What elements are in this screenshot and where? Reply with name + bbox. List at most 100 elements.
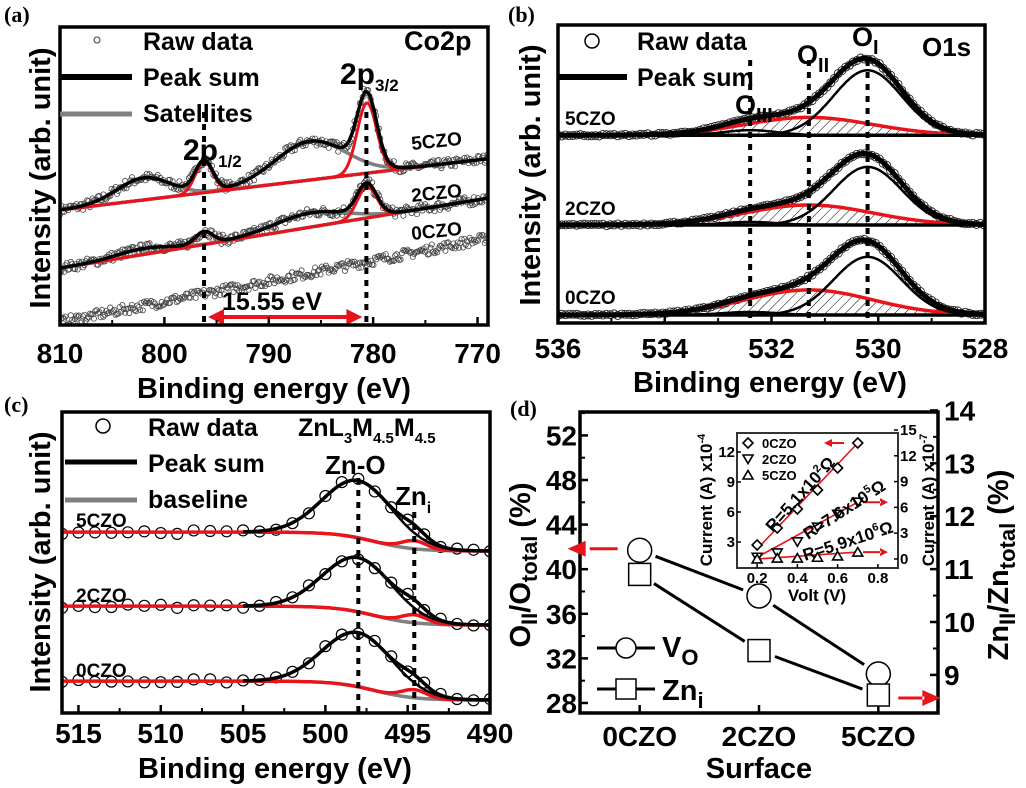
series-label-0czo-c: 0CZO [76, 661, 127, 682]
ylabel-right-d: ZnII/Zntotal (%) [983, 470, 1020, 661]
peak-sum-5CZO [60, 89, 488, 212]
inset-x-tick-label: 0.6 [827, 570, 848, 587]
panel-b-labels: Raw data Peak sum O1s OI OII OIII 5CZO 2… [515, 22, 971, 399]
y-right-tick-label: 12 [944, 501, 975, 532]
inset-point-2czo [851, 497, 865, 509]
splitting-label: 15.55 eV [222, 288, 322, 316]
series-line-vo [772, 603, 865, 666]
raw-point [472, 238, 479, 245]
label-oii: OII [797, 40, 829, 77]
raw-point [191, 288, 198, 295]
raw-point [289, 269, 296, 276]
raw-point [385, 576, 398, 589]
inset-y-right-tick-label: 6 [900, 499, 908, 516]
raw-point [434, 249, 441, 256]
raw-point [287, 278, 294, 285]
peak-sum-0CZO [243, 630, 490, 702]
raw-point [441, 240, 448, 247]
peak-sum-5CZO [243, 478, 490, 553]
right-axis-arrow [898, 690, 941, 707]
inset-fit-line-0czo [756, 442, 859, 550]
raw-point [283, 277, 290, 284]
legend-peak-sum: Peak sum [637, 64, 754, 92]
raw-point [132, 308, 139, 315]
panel-a-labels: Raw data Peak sum Satellites Co2p 2p3/2 … [25, 26, 472, 405]
inset-y-right-tick-label: 15 [900, 422, 917, 439]
raw-point [386, 258, 393, 265]
raw-point [298, 267, 305, 274]
label-2p12: 2p1/2 [183, 134, 242, 171]
raw-point [244, 283, 251, 290]
y-right-tick-label: 11 [944, 554, 974, 585]
inset-point-5czo [770, 552, 784, 563]
o-ii-hatched-area-0CZO [558, 289, 985, 315]
raw-point [348, 258, 355, 265]
y-left-tick-label: 28 [546, 688, 577, 719]
raw-point [218, 286, 225, 293]
raw-point [394, 255, 401, 262]
label-auger: ZnL3M4.5M4.5 [298, 414, 436, 447]
legend-raw-data: Raw data [148, 414, 259, 442]
legend-zni: Zni [662, 675, 704, 713]
raw-point [276, 276, 283, 283]
inset-point-2czo [790, 536, 804, 548]
panel-b-frame [556, 23, 987, 325]
x-tick-label: 490 [467, 718, 514, 749]
raw-point [252, 284, 259, 291]
x-tick-label: 505 [220, 718, 267, 749]
inset-left-arrow [824, 439, 844, 447]
raw-point [162, 299, 169, 306]
raw-point [248, 282, 255, 289]
raw-point [286, 517, 299, 530]
raw-point [457, 239, 464, 246]
x-tick-label: 790 [245, 338, 292, 369]
raw-point [428, 241, 435, 248]
legend-satellites: Satellites [143, 100, 253, 128]
raw-point [477, 233, 484, 240]
inset-legend-marker [741, 436, 755, 450]
raw-point [465, 243, 472, 250]
raw-point [339, 260, 346, 267]
raw-point [379, 252, 386, 259]
raw-point [245, 286, 252, 293]
ylabel-a: Intensity (arb. unit) [25, 48, 57, 309]
raw-point [366, 261, 373, 268]
raw-point [142, 300, 149, 307]
left-axis-arrow [567, 540, 618, 557]
inset-ylabel-left: Current (A) x10-4 [696, 433, 716, 566]
x-tick-label: 770 [454, 338, 501, 369]
raw-point [77, 319, 84, 325]
raw-point [370, 262, 377, 269]
y-left-tick-label: 32 [546, 643, 577, 674]
x-tick-label: 530 [855, 333, 902, 364]
peak-sum-0CZO [558, 237, 985, 318]
inset-frame [736, 432, 899, 569]
legend-raw-marker [584, 33, 600, 49]
inset-legend-0czo: 0CZO [762, 436, 797, 451]
raw-point [423, 243, 430, 250]
inset-x-tick-label: 0.4 [787, 570, 809, 587]
raw-point [137, 306, 144, 313]
inset-y-right-tick-label: 0 [900, 551, 908, 568]
inset-legend-marker [741, 468, 755, 480]
raw-point [171, 527, 184, 540]
x-tick-label: 515 [55, 718, 102, 749]
raw-point [445, 239, 452, 246]
y-left-tick-label: 36 [546, 599, 577, 630]
raw-point [461, 194, 468, 201]
vo-point [626, 537, 653, 563]
inset-point-0czo [771, 521, 784, 535]
inset-point-5czo [750, 552, 764, 564]
raw-point [260, 279, 267, 286]
inset-point-0czo [831, 461, 844, 475]
raw-point [385, 650, 398, 663]
panel-c-plot [62, 472, 490, 707]
series-label-2czo-c: 2CZO [76, 586, 127, 607]
raw-point [176, 178, 183, 185]
raw-point [319, 640, 332, 653]
panel-a-title: Co2p [404, 26, 472, 56]
raw-point [302, 507, 316, 520]
peak-sum-2CZO [558, 151, 985, 228]
raw-point [141, 298, 148, 305]
